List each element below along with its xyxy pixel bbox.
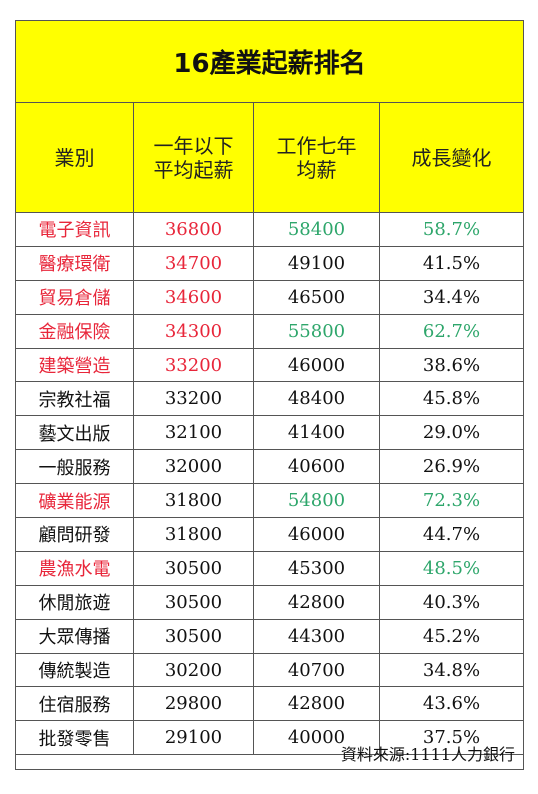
- header-growth: 成長變化: [411, 145, 492, 170]
- cell-industry: 醫療環衛: [16, 246, 134, 280]
- cell-seven-year-salary: 49100: [254, 246, 380, 280]
- cell-industry: 傳統製造: [16, 653, 134, 687]
- cell-growth: 40.3%: [422, 591, 481, 613]
- cell-industry: 貿易倉儲: [16, 280, 134, 314]
- cell-starting-salary: 36800: [134, 213, 254, 246]
- cell-growth: 26.9%: [422, 456, 481, 478]
- cell-seven-year-salary: 42800: [254, 687, 380, 721]
- cell-growth: 45.8%: [422, 388, 481, 410]
- cell-seven-year-salary: 55800: [254, 314, 380, 348]
- table-row: 批發零售 29100 40000 37.5%: [16, 721, 523, 756]
- cell-growth: 34.4%: [422, 286, 481, 308]
- table-row: 電子資訊 36800 58400 58.7%: [16, 213, 523, 247]
- cell-starting-salary: 33200: [134, 382, 254, 416]
- cell-industry: 礦業能源: [16, 484, 134, 518]
- table-row: 休閒旅遊 30500 42800 40.3%: [16, 585, 523, 620]
- cell-seven-year-salary: 46000: [254, 348, 380, 382]
- table-row: 傳統製造 30200 40700 34.8%: [16, 653, 523, 688]
- cell-starting-salary: 34600: [134, 280, 254, 314]
- cell-industry: 顧問研發: [16, 518, 134, 551]
- table-row: 藝文出版 32100 41400 29.0%: [16, 416, 523, 451]
- cell-seven-year-salary: 40600: [254, 450, 380, 484]
- cell-growth: 29.0%: [422, 422, 481, 444]
- cell-seven-year-salary: 46000: [254, 518, 380, 551]
- table-row: 農漁水電 30500 45300 48.5%: [16, 551, 523, 586]
- table-row: 礦業能源 31800 54800 72.3%: [16, 484, 523, 519]
- cell-industry: 電子資訊: [16, 213, 134, 246]
- cell-seven-year-salary: 44300: [254, 619, 380, 653]
- cell-growth: 72.3%: [422, 490, 481, 512]
- cell-seven-year-salary: 40000: [254, 721, 380, 755]
- cell-industry: 藝文出版: [16, 416, 134, 450]
- cell-starting-salary: 31800: [134, 518, 254, 551]
- cell-seven-year-salary: 58400: [254, 213, 380, 246]
- cell-industry: 住宿服務: [16, 687, 134, 721]
- cell-starting-salary: 30500: [134, 619, 254, 653]
- table-body: 電子資訊 36800 58400 58.7% 醫療環衛 34700 49100 41.5% 貿易…: [16, 213, 523, 756]
- cell-starting-salary: 34700: [134, 246, 254, 280]
- cell-industry: 建築營造: [16, 348, 134, 382]
- cell-starting-salary: 32100: [134, 416, 254, 450]
- cell-growth: 45.2%: [422, 625, 481, 647]
- cell-seven-year-salary: 40700: [254, 653, 380, 687]
- cell-industry: 農漁水電: [16, 551, 134, 585]
- table-row: 醫療環衛 34700 49100 41.5%: [16, 246, 523, 281]
- table-row: 貿易倉儲 34600 46500 34.4%: [16, 280, 523, 315]
- cell-starting-salary: 29100: [134, 721, 254, 755]
- source-note: 資料來源:1111人力銀行: [340, 744, 515, 764]
- cell-industry: 一般服務: [16, 450, 134, 484]
- header-industry: 業別: [16, 103, 134, 212]
- table-row: 一般服務 32000 40600 26.9%: [16, 450, 523, 485]
- cell-seven-year-salary: 48400: [254, 382, 380, 416]
- cell-industry: 大眾傳播: [16, 619, 134, 653]
- table-row: 建築營造 33200 46000 38.6%: [16, 348, 523, 383]
- cell-growth: 43.6%: [422, 693, 481, 715]
- cell-starting-salary: 31800: [134, 484, 254, 518]
- cell-growth: 37.5%: [422, 727, 481, 749]
- cell-starting-salary: 33200: [134, 348, 254, 382]
- cell-seven-year-salary: 41400: [254, 416, 380, 450]
- cell-growth: 44.7%: [422, 523, 481, 545]
- table-header-row: 業別 一年以下 平均起薪 工作七年 均薪 成長變化: [16, 103, 523, 213]
- cell-industry: 金融保險: [16, 314, 134, 348]
- header-starting-salary: 一年以下 平均起薪: [134, 103, 254, 212]
- cell-starting-salary: 32000: [134, 450, 254, 484]
- table-row: 大眾傳播 30500 44300 45.2%: [16, 619, 523, 654]
- cell-growth: 41.5%: [422, 252, 481, 274]
- cell-industry: 宗教社福: [16, 382, 134, 416]
- cell-starting-salary: 30200: [134, 653, 254, 687]
- header-seven-year-salary: 工作七年 均薪: [254, 103, 380, 212]
- cell-growth: 34.8%: [422, 659, 481, 681]
- cell-starting-salary: 30500: [134, 551, 254, 585]
- table-title: 16產業起薪排名: [16, 21, 523, 103]
- cell-growth: 62.7%: [422, 320, 481, 342]
- cell-industry: 批發零售: [16, 721, 134, 755]
- cell-growth: 38.6%: [422, 354, 481, 376]
- cell-seven-year-salary: 45300: [254, 551, 380, 585]
- salary-ranking-table: 16產業起薪排名 業別 一年以下 平均起薪 工作七年 均薪 成長變化 電子資訊 3…: [15, 20, 524, 770]
- cell-seven-year-salary: 46500: [254, 280, 380, 314]
- table-row: 顧問研發 31800 46000 44.7%: [16, 518, 523, 552]
- cell-seven-year-salary: 54800: [254, 484, 380, 518]
- cell-industry: 休閒旅遊: [16, 585, 134, 619]
- table-row: 住宿服務 29800 42800 43.6%: [16, 687, 523, 722]
- cell-starting-salary: 34300: [134, 314, 254, 348]
- cell-growth: 48.5%: [422, 557, 481, 579]
- cell-starting-salary: 30500: [134, 585, 254, 619]
- cell-growth: 58.7%: [422, 218, 481, 240]
- cell-seven-year-salary: 42800: [254, 585, 380, 619]
- cell-starting-salary: 29800: [134, 687, 254, 721]
- table-row: 金融保險 34300 55800 62.7%: [16, 314, 523, 349]
- table-row: 宗教社福 33200 48400 45.8%: [16, 382, 523, 417]
